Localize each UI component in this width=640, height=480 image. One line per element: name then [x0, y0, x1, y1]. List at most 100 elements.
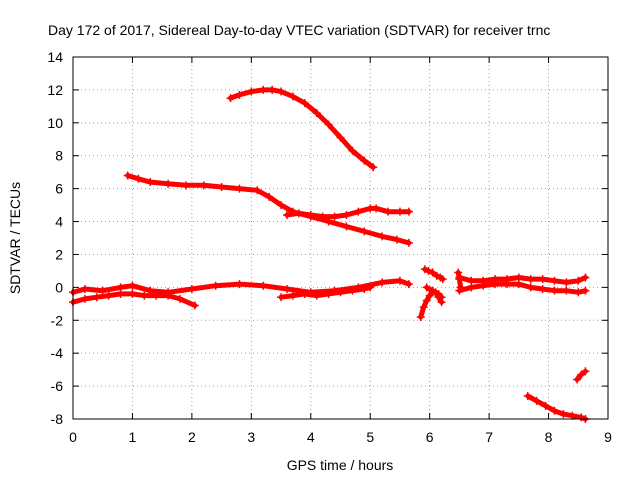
data-point [378, 278, 387, 287]
x-tick-label: 9 [604, 429, 612, 445]
data-point [277, 293, 286, 302]
data-point [384, 207, 393, 216]
data-point [217, 182, 226, 191]
data-point [312, 108, 321, 117]
y-tick-label: 6 [55, 181, 63, 197]
x-tick-label: 2 [188, 429, 196, 445]
data-point [372, 204, 381, 213]
grid [73, 57, 608, 419]
data-point [550, 276, 559, 285]
y-tick-label: 0 [55, 279, 63, 295]
x-tick-label: 6 [426, 429, 434, 445]
x-axis-label: GPS time / hours [287, 457, 394, 473]
data-point [128, 289, 137, 298]
data-point [324, 120, 333, 129]
data-point [573, 375, 582, 384]
data-point [187, 285, 196, 294]
data-point [98, 286, 107, 295]
data-point [369, 163, 378, 172]
data-point [306, 210, 315, 219]
data-point [181, 181, 190, 190]
data-point [404, 280, 413, 289]
series-arc-6 [277, 283, 375, 302]
data-point [140, 291, 149, 300]
series-arc-11 [455, 280, 590, 297]
data-point [164, 288, 173, 297]
y-tick-label: 8 [55, 148, 63, 164]
data-point [235, 280, 244, 289]
series-arc-12 [454, 268, 465, 292]
y-tick-label: -6 [51, 378, 64, 394]
data-point [92, 293, 101, 302]
series-arc-3 [283, 204, 413, 221]
data-point [366, 283, 375, 292]
data-point [265, 192, 274, 201]
data-point [538, 285, 547, 294]
data-point [523, 391, 532, 400]
data-point [259, 85, 268, 94]
data-point [300, 289, 309, 298]
data-series [69, 85, 590, 423]
data-point [80, 285, 89, 294]
data-point [283, 285, 291, 294]
series-arc-9 [422, 283, 446, 302]
data-point [416, 312, 425, 321]
data-point [577, 370, 586, 379]
series-arc-13 [523, 391, 590, 423]
data-point [235, 90, 244, 99]
y-tick-label: 14 [47, 49, 63, 65]
data-point [538, 275, 547, 284]
data-point [428, 286, 437, 295]
data-point [514, 280, 523, 289]
data-point [562, 286, 571, 295]
data-point [562, 278, 571, 287]
data-point [432, 271, 441, 280]
series-arc-7 [420, 265, 447, 284]
data-point [300, 99, 309, 108]
data-point [559, 410, 568, 419]
data-point [404, 207, 413, 216]
data-point [268, 85, 277, 94]
data-point [581, 286, 590, 295]
series-arc-1 [226, 85, 378, 172]
data-point [123, 171, 132, 180]
data-point [392, 235, 401, 244]
y-tick-label: -8 [51, 411, 64, 427]
data-point [288, 92, 297, 101]
data-point [259, 281, 268, 290]
data-point [342, 210, 351, 219]
data-point [422, 296, 431, 305]
x-tick-label: 7 [485, 429, 493, 445]
data-point [574, 288, 583, 297]
data-point [283, 210, 291, 219]
data-point [568, 411, 577, 420]
data-point [574, 276, 583, 285]
series-trace [70, 291, 198, 308]
data-point [404, 238, 413, 247]
data-point [581, 367, 590, 376]
data-point [502, 280, 511, 289]
data-point [428, 268, 437, 277]
data-point [336, 288, 345, 297]
series-arc-5 [69, 276, 413, 297]
data-point [526, 275, 535, 284]
data-point [424, 266, 433, 275]
series-arc-14 [573, 367, 590, 384]
data-point [226, 94, 235, 103]
data-point [581, 273, 590, 282]
data-point [312, 291, 321, 300]
data-point [360, 285, 369, 294]
data-point [294, 209, 303, 218]
x-tick-label: 8 [545, 429, 553, 445]
y-axis-label: SDTVAR / TECUs [7, 182, 23, 294]
y-tick-label: -2 [51, 312, 64, 328]
data-point [104, 291, 113, 300]
x-tick-label: 1 [129, 429, 137, 445]
data-point [164, 179, 173, 188]
data-point [550, 286, 559, 295]
x-tick-label: 0 [69, 429, 77, 445]
data-point [211, 281, 220, 290]
data-point [128, 281, 137, 290]
data-point [116, 283, 125, 292]
